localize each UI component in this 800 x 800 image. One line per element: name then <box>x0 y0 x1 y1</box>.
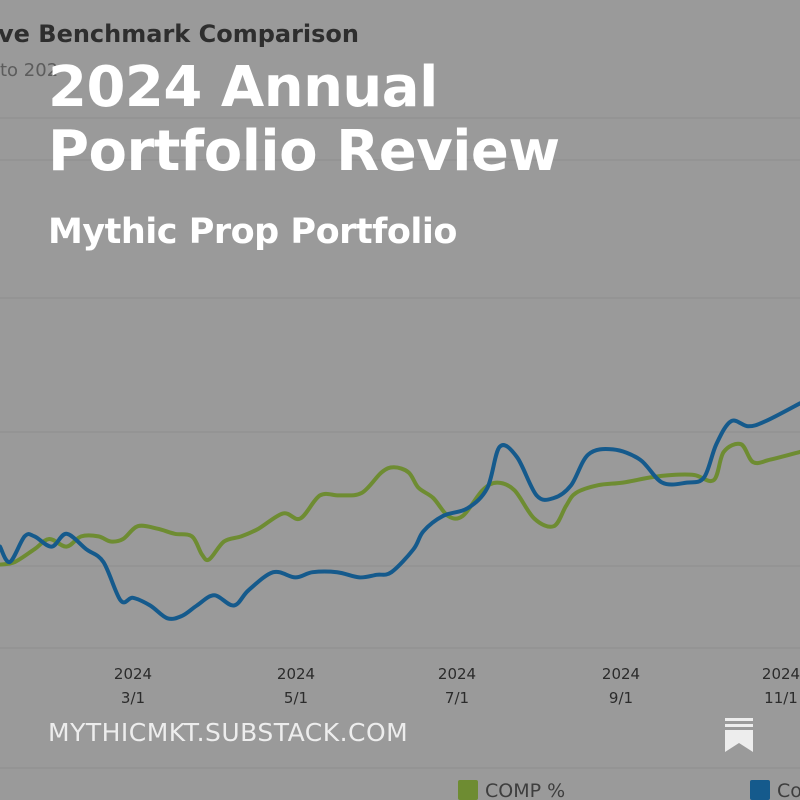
chart-x-axis-ticks: 2024 3/1 2024 5/1 2024 7/1 2024 9/1 2024 11/1 <box>114 665 800 707</box>
x-tick-year: 2024 <box>114 665 152 683</box>
x-tick-date: 3/1 <box>121 689 145 707</box>
x-tick-label: 2024 3/1 <box>114 665 152 707</box>
x-tick-date: 9/1 <box>609 689 633 707</box>
x-tick-label: 2024 5/1 <box>277 665 315 707</box>
site-url[interactable]: MYTHICMKT.SUBSTACK.COM <box>48 718 409 747</box>
x-tick-date: 7/1 <box>445 689 469 707</box>
chart-legend: COMP % Co <box>458 780 800 800</box>
legend-swatch <box>458 780 478 800</box>
legend-label: COMP % <box>485 780 565 800</box>
post-title: 2024 Annual Portfolio Review <box>48 55 560 184</box>
chart-title: ve Benchmark Comparison <box>0 20 360 48</box>
legend-item: Co <box>750 780 800 800</box>
chart-series-lines <box>0 401 800 621</box>
legend-item: COMP % <box>458 780 565 800</box>
bookmark-icon[interactable] <box>724 718 754 752</box>
x-tick-year: 2024 <box>762 665 800 683</box>
legend-label: Co <box>777 780 800 800</box>
legend-swatch <box>750 780 770 800</box>
x-tick-date: 11/1 <box>764 689 798 707</box>
x-tick-year: 2024 <box>602 665 640 683</box>
post-subtitle: Mythic Prop Portfolio <box>48 212 457 252</box>
x-tick-label: 2024 11/1 <box>762 665 800 707</box>
x-tick-year: 2024 <box>277 665 315 683</box>
series-line-benchmark <box>0 401 800 621</box>
x-tick-date: 5/1 <box>284 689 308 707</box>
series-line-comp <box>0 441 800 567</box>
x-tick-label: 2024 7/1 <box>438 665 476 707</box>
x-tick-year: 2024 <box>438 665 476 683</box>
x-tick-label: 2024 9/1 <box>602 665 640 707</box>
chart-subtitle: to 202 <box>0 60 59 81</box>
